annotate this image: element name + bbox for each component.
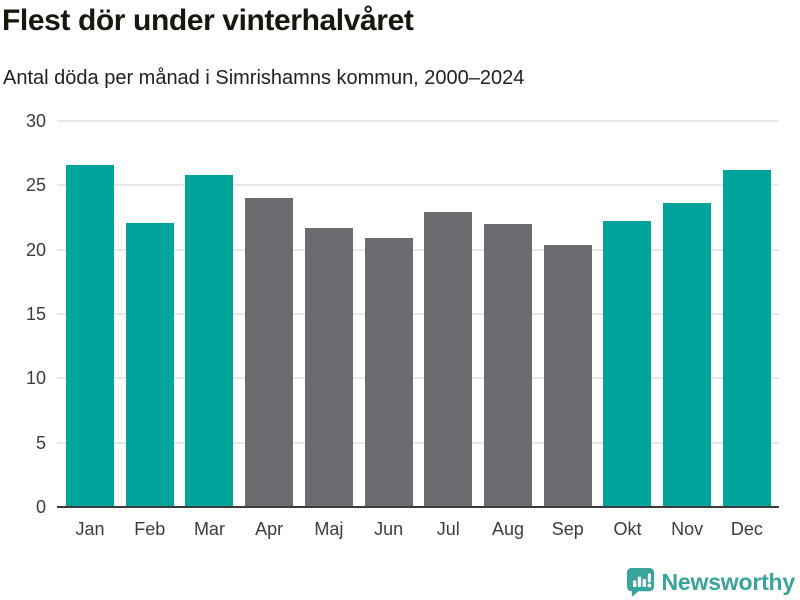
x-axis-labels: Jan Feb Mar Apr Maj Jun Jul Aug Sep Okt Nov Dec: [66, 519, 771, 540]
x-tick-label: Sep: [551, 519, 584, 539]
x-tick-label: Jan: [75, 519, 105, 539]
x-tick-label: Aug: [492, 519, 525, 539]
bar-maj: [304, 227, 353, 507]
y-axis: 0 5 10 15 20 25 30: [0, 112, 46, 516]
x-tick-label: Nov: [671, 519, 704, 539]
newsworthy-logo: Newsworthy: [626, 567, 795, 598]
bar-sep: [543, 244, 592, 507]
x-axis-line: [57, 506, 779, 508]
bar-nov: [663, 203, 712, 507]
x-tick-label: Jul: [436, 519, 460, 539]
gridline: [57, 377, 779, 380]
x-tick-label: Apr: [255, 519, 284, 539]
bar-okt: [603, 221, 652, 507]
y-tick-label: 30: [25, 111, 46, 131]
y-tick-label: 5: [35, 432, 46, 453]
bar-jan: [66, 164, 114, 507]
x-tick-label: Dec: [730, 519, 763, 539]
plot-area: [57, 120, 779, 507]
newsworthy-bubble-chart-icon: [626, 568, 654, 597]
gridline: [57, 313, 779, 315]
chart-subtitle: Antal döda per månad i Simrishamns kommu…: [3, 67, 525, 89]
y-tick-label: 15: [25, 304, 46, 324]
gridline: [57, 248, 779, 251]
x-tick-label: Feb: [134, 519, 166, 539]
y-tick-label: 20: [25, 239, 46, 260]
x-tick-label: Okt: [613, 519, 642, 539]
y-tick-label: 25: [25, 175, 46, 196]
bar-jul: [424, 212, 473, 507]
bar-mar: [185, 175, 234, 507]
newsworthy-wordmark: Newsworthy: [661, 569, 796, 595]
gridline: [57, 184, 779, 187]
gridline: [57, 441, 779, 444]
y-tick-label: 10: [25, 368, 46, 389]
y-tick-label: 0: [35, 497, 46, 517]
bar-jun: [364, 238, 413, 507]
gridline: [57, 120, 779, 122]
bar-aug: [484, 223, 533, 507]
x-tick-label: Mar: [193, 519, 225, 539]
bars: [66, 121, 771, 507]
x-tick-label: Maj: [314, 519, 344, 539]
bar-feb: [125, 222, 174, 507]
bar-dec: [722, 169, 771, 507]
x-tick-label: Jun: [374, 519, 404, 539]
chart-title: Flest dör under vinterhalvåret: [2, 4, 414, 37]
bar-apr: [245, 198, 294, 507]
